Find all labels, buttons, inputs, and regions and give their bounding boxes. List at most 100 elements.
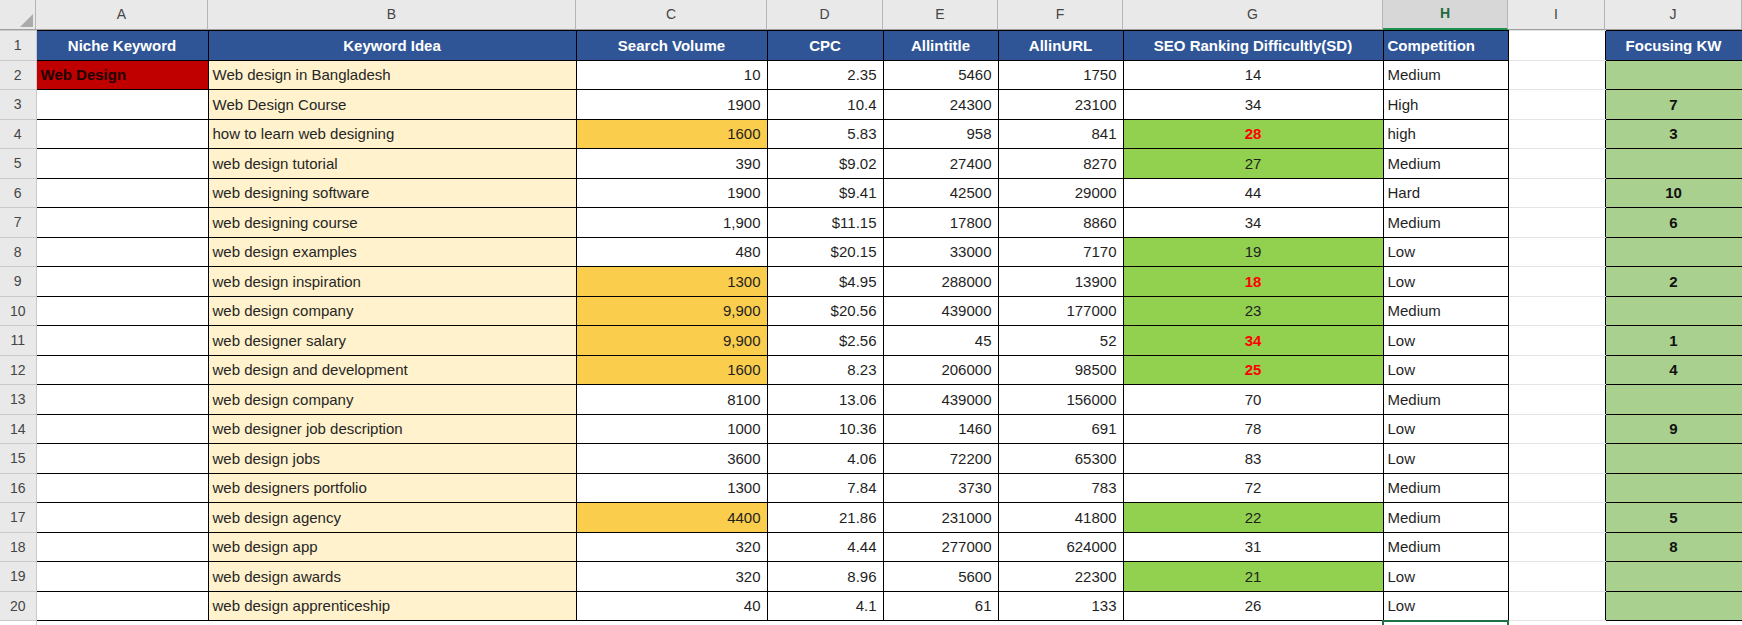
- cell-E15[interactable]: 72200: [883, 444, 998, 474]
- cell-J8[interactable]: [1605, 237, 1742, 267]
- cell-G13[interactable]: 70: [1123, 385, 1383, 415]
- cell-A11[interactable]: [36, 326, 208, 356]
- row-number-15[interactable]: 15: [0, 444, 36, 474]
- cell-A4[interactable]: [36, 119, 208, 149]
- cell-I10[interactable]: [1508, 296, 1605, 326]
- cell-G20[interactable]: 26: [1123, 591, 1383, 621]
- cell-J2[interactable]: [1605, 60, 1742, 90]
- cell-J21[interactable]: [1605, 621, 1742, 625]
- cell-E21[interactable]: [883, 621, 998, 625]
- cell-J3[interactable]: 7: [1605, 90, 1742, 120]
- row-number-1[interactable]: 1: [0, 31, 36, 61]
- cell-A2[interactable]: Web Design: [36, 60, 208, 90]
- cell-F3[interactable]: 23100: [998, 90, 1123, 120]
- cell-A6[interactable]: [36, 178, 208, 208]
- cell-H7[interactable]: Medium: [1383, 208, 1508, 238]
- cell-E18[interactable]: 277000: [883, 532, 998, 562]
- cell-A12[interactable]: [36, 355, 208, 385]
- cell-D18[interactable]: 4.44: [767, 532, 883, 562]
- column-letter-j[interactable]: J: [1605, 0, 1742, 30]
- cell-E2[interactable]: 5460: [883, 60, 998, 90]
- cell-I19[interactable]: [1508, 562, 1605, 592]
- row-number-11[interactable]: 11: [0, 326, 36, 356]
- cell-D7[interactable]: $11.15: [767, 208, 883, 238]
- cell-F13[interactable]: 156000: [998, 385, 1123, 415]
- select-all-corner[interactable]: [0, 0, 36, 30]
- cell-D14[interactable]: 10.36: [767, 414, 883, 444]
- cell-G5[interactable]: 27: [1123, 149, 1383, 179]
- cell-I12[interactable]: [1508, 355, 1605, 385]
- cell-C21[interactable]: [576, 621, 767, 625]
- cell-A17[interactable]: [36, 503, 208, 533]
- cell-J4[interactable]: 3: [1605, 119, 1742, 149]
- cell-B15[interactable]: web design jobs: [208, 444, 576, 474]
- cell-B12[interactable]: web design and development: [208, 355, 576, 385]
- header-competition[interactable]: Competition: [1383, 31, 1508, 61]
- cell-E14[interactable]: 1460: [883, 414, 998, 444]
- cell-G8[interactable]: 19: [1123, 237, 1383, 267]
- row-number-21[interactable]: 21: [0, 621, 36, 625]
- cell-J11[interactable]: 1: [1605, 326, 1742, 356]
- cell-B6[interactable]: web designing software: [208, 178, 576, 208]
- cell-C18[interactable]: 320: [576, 532, 767, 562]
- row-number-12[interactable]: 12: [0, 355, 36, 385]
- cell-i1[interactable]: [1508, 31, 1605, 61]
- cell-A3[interactable]: [36, 90, 208, 120]
- cell-D4[interactable]: 5.83: [767, 119, 883, 149]
- cell-F9[interactable]: 13900: [998, 267, 1123, 297]
- header-seo-ranking-difficulty[interactable]: SEO Ranking Difficultly(SD): [1123, 31, 1383, 61]
- cell-E11[interactable]: 45: [883, 326, 998, 356]
- cell-A18[interactable]: [36, 532, 208, 562]
- column-letter-d[interactable]: D: [767, 0, 883, 30]
- cell-A14[interactable]: [36, 414, 208, 444]
- cell-F15[interactable]: 65300: [998, 444, 1123, 474]
- cell-J17[interactable]: 5: [1605, 503, 1742, 533]
- cell-F14[interactable]: 691: [998, 414, 1123, 444]
- cell-C11[interactable]: 9,900: [576, 326, 767, 356]
- cell-H17[interactable]: Medium: [1383, 503, 1508, 533]
- cell-J13[interactable]: [1605, 385, 1742, 415]
- cell-E8[interactable]: 33000: [883, 237, 998, 267]
- cell-B3[interactable]: Web Design Course: [208, 90, 576, 120]
- cell-F2[interactable]: 1750: [998, 60, 1123, 90]
- column-letter-b[interactable]: B: [208, 0, 576, 30]
- cell-J6[interactable]: 10: [1605, 178, 1742, 208]
- cell-E3[interactable]: 24300: [883, 90, 998, 120]
- row-number-6[interactable]: 6: [0, 178, 36, 208]
- cell-C17[interactable]: 4400: [576, 503, 767, 533]
- cell-E12[interactable]: 206000: [883, 355, 998, 385]
- cell-C14[interactable]: 1000: [576, 414, 767, 444]
- cell-B7[interactable]: web designing course: [208, 208, 576, 238]
- cell-B16[interactable]: web designers portfolio: [208, 473, 576, 503]
- cell-D20[interactable]: 4.1: [767, 591, 883, 621]
- column-letter-i[interactable]: I: [1508, 0, 1605, 30]
- cell-C8[interactable]: 480: [576, 237, 767, 267]
- cell-H14[interactable]: Low: [1383, 414, 1508, 444]
- cell-B21[interactable]: [208, 621, 576, 625]
- cell-D2[interactable]: 2.35: [767, 60, 883, 90]
- cell-J12[interactable]: 4: [1605, 355, 1742, 385]
- cell-I2[interactable]: [1508, 60, 1605, 90]
- cell-E10[interactable]: 439000: [883, 296, 998, 326]
- cell-E13[interactable]: 439000: [883, 385, 998, 415]
- cell-G9[interactable]: 18: [1123, 267, 1383, 297]
- cell-I16[interactable]: [1508, 473, 1605, 503]
- cell-D13[interactable]: 13.06: [767, 385, 883, 415]
- row-number-18[interactable]: 18: [0, 532, 36, 562]
- cell-C16[interactable]: 1300: [576, 473, 767, 503]
- cell-B11[interactable]: web designer salary: [208, 326, 576, 356]
- cell-F6[interactable]: 29000: [998, 178, 1123, 208]
- cell-H3[interactable]: High: [1383, 90, 1508, 120]
- row-number-20[interactable]: 20: [0, 591, 36, 621]
- cell-G7[interactable]: 34: [1123, 208, 1383, 238]
- cell-B20[interactable]: web design apprenticeship: [208, 591, 576, 621]
- cell-B10[interactable]: web design company: [208, 296, 576, 326]
- cell-H13[interactable]: Medium: [1383, 385, 1508, 415]
- cell-F20[interactable]: 133: [998, 591, 1123, 621]
- cell-F7[interactable]: 8860: [998, 208, 1123, 238]
- row-number-19[interactable]: 19: [0, 562, 36, 592]
- cell-B13[interactable]: web design company: [208, 385, 576, 415]
- cell-F16[interactable]: 783: [998, 473, 1123, 503]
- cell-I15[interactable]: [1508, 444, 1605, 474]
- cell-F17[interactable]: 41800: [998, 503, 1123, 533]
